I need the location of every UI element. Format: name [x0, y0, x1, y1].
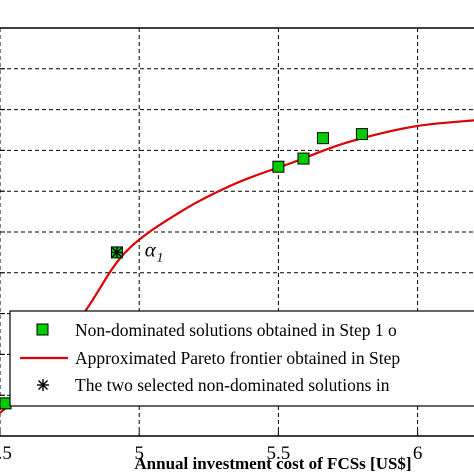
annotation-alpha-1: α1	[145, 237, 164, 264]
pareto-frontier-curve	[0, 119, 474, 415]
x-tick-label: 6	[413, 443, 423, 464]
legend: Non-dominated solutions obtained in Step…	[9, 310, 474, 407]
legend-entry-non-dominated: Non-dominated solutions obtained in Step…	[75, 320, 397, 340]
annotations: α1β1	[145, 237, 164, 264]
legend-box	[9, 310, 474, 407]
x-tick-label: 4.5	[0, 443, 12, 464]
non-dominated-solution-point	[355, 128, 368, 141]
legend-entry-pareto-frontier: Approximated Pareto frontier obtained in…	[75, 348, 400, 368]
axes	[0, 27, 474, 437]
legend-entry-selected-solutions: The two selected non-dominated solutions…	[75, 375, 390, 395]
non-dominated-solution-point	[272, 160, 285, 173]
non-dominated-solution-point	[297, 152, 310, 165]
legend-marker-asterisk	[37, 379, 49, 391]
pareto-frontier-line	[0, 119, 474, 415]
x-tick-label: 5	[134, 443, 144, 464]
x-axis-label: Annual investment cost of FCSs [US$]	[134, 454, 411, 473]
non-dominated-solution-point	[316, 132, 329, 145]
x-tick-label: 5.5	[267, 443, 291, 464]
legend-marker-square	[36, 323, 49, 336]
selected-solution-asterisk	[110, 246, 123, 259]
x-tick-labels: 4.555.566.577.5	[0, 443, 423, 464]
